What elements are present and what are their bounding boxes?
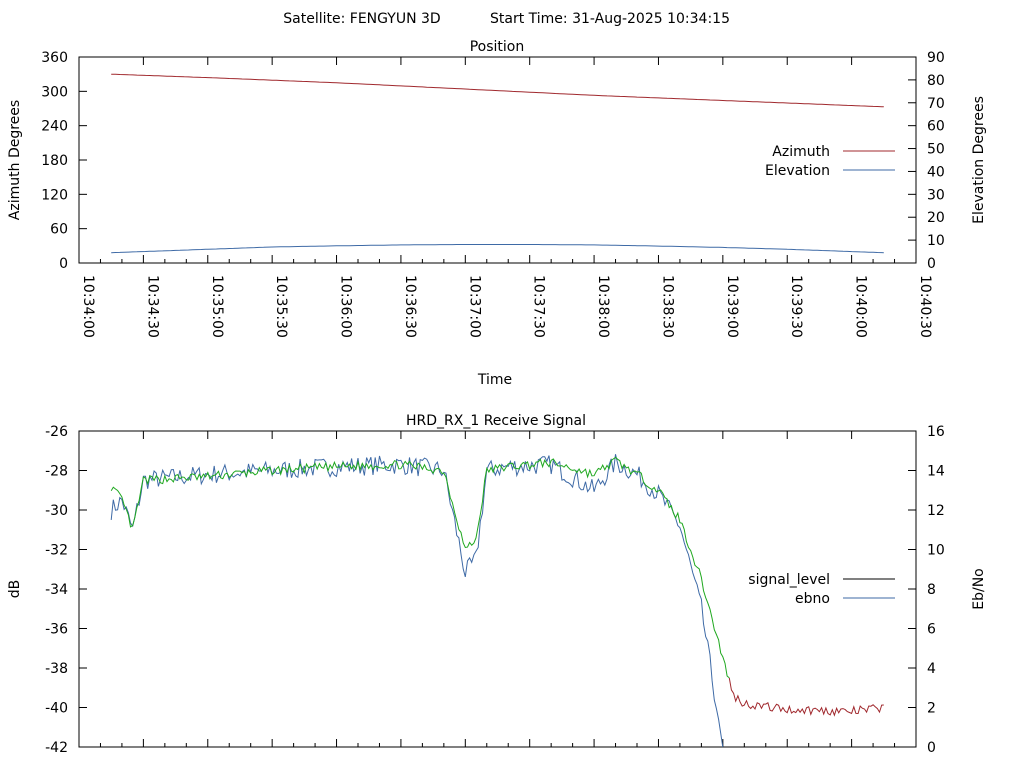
signal-plot-frame xyxy=(78,430,917,748)
signal-ytick-label: -40 xyxy=(45,701,68,717)
signal-ytick-label: -34 xyxy=(45,582,68,598)
position-xtick-label: 10:37:30 xyxy=(531,275,547,338)
position-y2tick-label: 70 xyxy=(927,96,945,112)
signal-series xyxy=(110,454,884,748)
signal-y2tick-label: 6 xyxy=(927,622,936,638)
position-y2-axis-label: Elevation Degrees xyxy=(971,96,987,224)
signal-chart-title: HRD_RX_1 Receive Signal xyxy=(406,413,586,429)
legend-label-elevation: Elevation xyxy=(765,163,830,179)
position-y-axis-label: Azimuth Degrees xyxy=(7,100,23,220)
legend-label-ebno: ebno xyxy=(795,591,830,607)
position-ticks: 0 60 120 180 240 300 360 0 10 20 30 40 50 60 70 80 90 10:… xyxy=(41,50,945,338)
position-y2tick-label: 50 xyxy=(927,142,945,158)
signal-ytick-label: -28 xyxy=(45,464,68,480)
signal-y2-axis-label: Eb/No xyxy=(971,568,987,610)
position-xtick-label: 10:35:00 xyxy=(209,275,225,338)
position-ytick-label: 0 xyxy=(59,256,68,272)
series-line-elevation xyxy=(111,244,884,254)
position-y2tick-label: 20 xyxy=(927,210,945,226)
start-time-label: Start Time: 31-Aug-2025 10:34:15 xyxy=(490,11,730,27)
signal-ticks: -42 -40 -38 -36 -34 -32 -30 -28 -26 0 2 4 6 8 10 12 14 16 xyxy=(45,424,945,756)
position-xtick-label: 10:40:30 xyxy=(917,275,933,338)
signal-ytick-label: -42 xyxy=(45,740,68,756)
series-line-ebno xyxy=(110,454,724,748)
signal-ytick-label: -32 xyxy=(45,543,68,559)
position-chart-title: Position xyxy=(470,39,525,55)
position-xtick-label: 10:36:30 xyxy=(402,275,418,338)
signal-y2tick-label: 10 xyxy=(927,543,945,559)
signal-y2tick-label: 0 xyxy=(927,740,936,756)
signal-y2tick-label: 2 xyxy=(927,701,936,717)
position-xtick-label: 10:35:30 xyxy=(273,275,289,338)
signal-ytick-label: -36 xyxy=(45,622,68,638)
position-xtick-label: 10:37:00 xyxy=(466,275,482,338)
position-x-axis-label: Time xyxy=(477,372,512,388)
signal-y2tick-label: 12 xyxy=(927,503,945,519)
signal-y-axis-label: dB xyxy=(7,580,23,599)
position-y2tick-label: 90 xyxy=(927,50,945,66)
position-y2tick-label: 40 xyxy=(927,164,945,180)
position-xtick-label: 10:38:30 xyxy=(659,275,675,338)
signal-y2tick-label: 8 xyxy=(927,582,936,598)
signal-y2tick-label: 16 xyxy=(927,424,945,440)
position-ytick-label: 360 xyxy=(41,50,68,66)
position-ytick-label: 120 xyxy=(41,187,68,203)
signal-y2tick-label: 4 xyxy=(927,661,936,677)
series-line-signal-level-weak xyxy=(728,677,884,717)
position-xtick-label: 10:36:00 xyxy=(338,275,354,338)
signal-ytick-label: -26 xyxy=(45,424,68,440)
position-ytick-label: 240 xyxy=(41,119,68,135)
signal-ytick-label: -30 xyxy=(45,503,68,519)
position-series xyxy=(111,73,884,254)
position-xtick-label: 10:34:30 xyxy=(144,275,160,338)
satellite-label: Satellite: FENGYUN 3D xyxy=(283,11,440,27)
position-y2tick-label: 60 xyxy=(927,119,945,135)
signal-ytick-label: -38 xyxy=(45,661,68,677)
position-y2tick-label: 80 xyxy=(927,73,945,89)
position-ytick-label: 300 xyxy=(41,84,68,100)
position-y2tick-label: 0 xyxy=(927,256,936,272)
position-plot-frame xyxy=(78,56,917,264)
position-ytick-label: 180 xyxy=(41,153,68,169)
position-ytick-label: 60 xyxy=(50,222,68,238)
series-line-signal-level-strong xyxy=(110,456,730,679)
position-xtick-label: 10:34:00 xyxy=(80,275,96,338)
position-xtick-label: 10:39:30 xyxy=(788,275,804,338)
position-xtick-label: 10:38:00 xyxy=(595,275,611,338)
position-legend: Azimuth Elevation xyxy=(765,144,895,179)
signal-y2tick-label: 14 xyxy=(927,464,945,480)
legend-label-signal-level: signal_level xyxy=(748,572,830,588)
series-line-azimuth xyxy=(111,73,884,108)
position-xtick-label: 10:39:00 xyxy=(724,275,740,338)
position-xtick-label: 10:40:00 xyxy=(853,275,869,338)
legend-label-azimuth: Azimuth xyxy=(772,144,830,160)
position-y2tick-label: 30 xyxy=(927,187,945,203)
position-y2tick-label: 10 xyxy=(927,233,945,249)
signal-legend: signal_level ebno xyxy=(748,572,895,607)
